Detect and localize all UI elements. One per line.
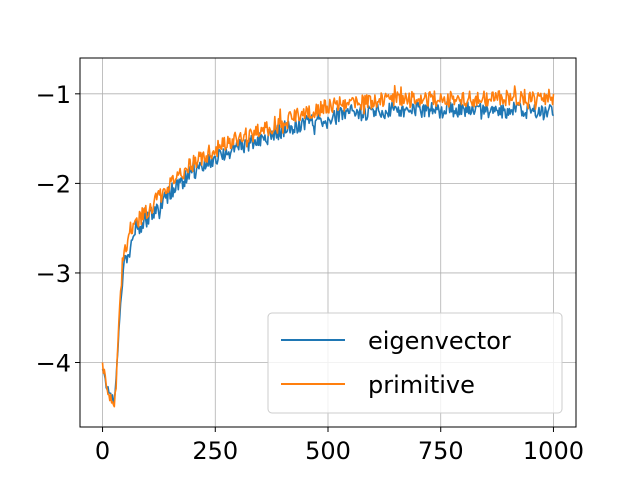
series-line-primitive (101, 84, 555, 408)
axis-ticks: 0 250 500 750 1000 −4 −3 −2 −1 (36, 81, 584, 465)
y-tick-label: −4 (36, 350, 71, 378)
x-tick-label: 750 (418, 437, 464, 465)
y-tick-label: −3 (36, 260, 71, 288)
series-line-eigenvector (101, 100, 555, 405)
legend-box (267, 312, 563, 414)
y-tick-label: −2 (36, 170, 71, 198)
x-tick-label: 500 (305, 437, 351, 465)
y-tick-label: −1 (36, 81, 71, 109)
legend-label-primitive: primitive (368, 371, 475, 399)
x-tick-label: 0 (95, 437, 110, 465)
legend-label-eigenvector: eigenvector (368, 327, 511, 355)
legend: eigenvector primitive (267, 312, 563, 414)
series-layer (101, 84, 555, 408)
x-tick-label: 250 (192, 437, 238, 465)
x-tick-label: 1000 (523, 437, 584, 465)
